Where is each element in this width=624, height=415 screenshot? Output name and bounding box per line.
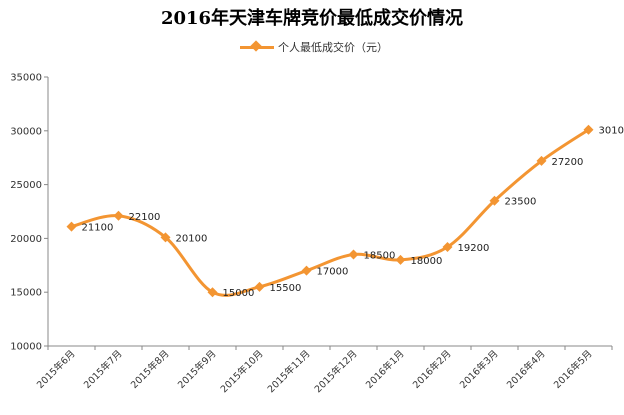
x-tick-label: 2015年11月 [265, 348, 313, 396]
legend-swatch [240, 40, 274, 53]
data-point [442, 242, 453, 253]
data-label: 27200 [552, 157, 584, 168]
chart-title: 2016年天津车牌竞价最低成交价情况 [160, 8, 464, 29]
data-point [160, 232, 171, 243]
x-tick-label: 2016年1月 [363, 348, 406, 391]
data-label: 22100 [129, 212, 161, 223]
data-point [583, 124, 594, 135]
data-label: 30100 [599, 126, 624, 137]
x-tick-label: 2015年7月 [81, 348, 124, 391]
data-point [66, 221, 77, 232]
data-label: 15500 [270, 283, 302, 294]
x-tick-label: 2015年12月 [312, 348, 360, 396]
x-tick-label: 2016年5月 [551, 348, 594, 391]
data-point [489, 195, 500, 206]
y-tick-label: 20000 [10, 234, 42, 245]
legend-label: 个人最低成交价（元） [278, 41, 388, 54]
data-point [113, 210, 124, 221]
data-point [254, 281, 265, 292]
y-tick-label: 35000 [10, 73, 42, 84]
x-tick-label: 2015年6月 [34, 348, 77, 391]
x-tick-label: 2015年10月 [218, 348, 266, 396]
data-label: 18000 [411, 256, 443, 267]
y-tick-label: 15000 [10, 288, 42, 299]
x-tick-label: 2015年9月 [175, 348, 218, 391]
x-tick-label: 2015年8月 [128, 348, 171, 391]
data-label: 19200 [458, 243, 490, 254]
x-tick-label: 2016年2月 [410, 348, 453, 391]
data-label: 21100 [82, 223, 114, 234]
data-label: 18500 [364, 251, 396, 262]
data-label: 20100 [176, 233, 208, 244]
y-tick-label: 30000 [10, 126, 42, 137]
data-label: 15000 [223, 288, 255, 299]
data-point [348, 249, 359, 260]
legend: 个人最低成交价（元） [240, 38, 388, 56]
data-label: 23500 [505, 197, 537, 208]
data-point [207, 287, 218, 298]
data-point [536, 155, 547, 166]
data-point [301, 265, 312, 276]
y-tick-label: 10000 [10, 342, 42, 353]
y-tick-label: 25000 [10, 180, 42, 191]
x-tick-label: 2016年4月 [504, 348, 547, 391]
x-tick-label: 2016年3月 [457, 348, 500, 391]
data-point [395, 254, 406, 265]
data-label: 17000 [317, 267, 349, 278]
